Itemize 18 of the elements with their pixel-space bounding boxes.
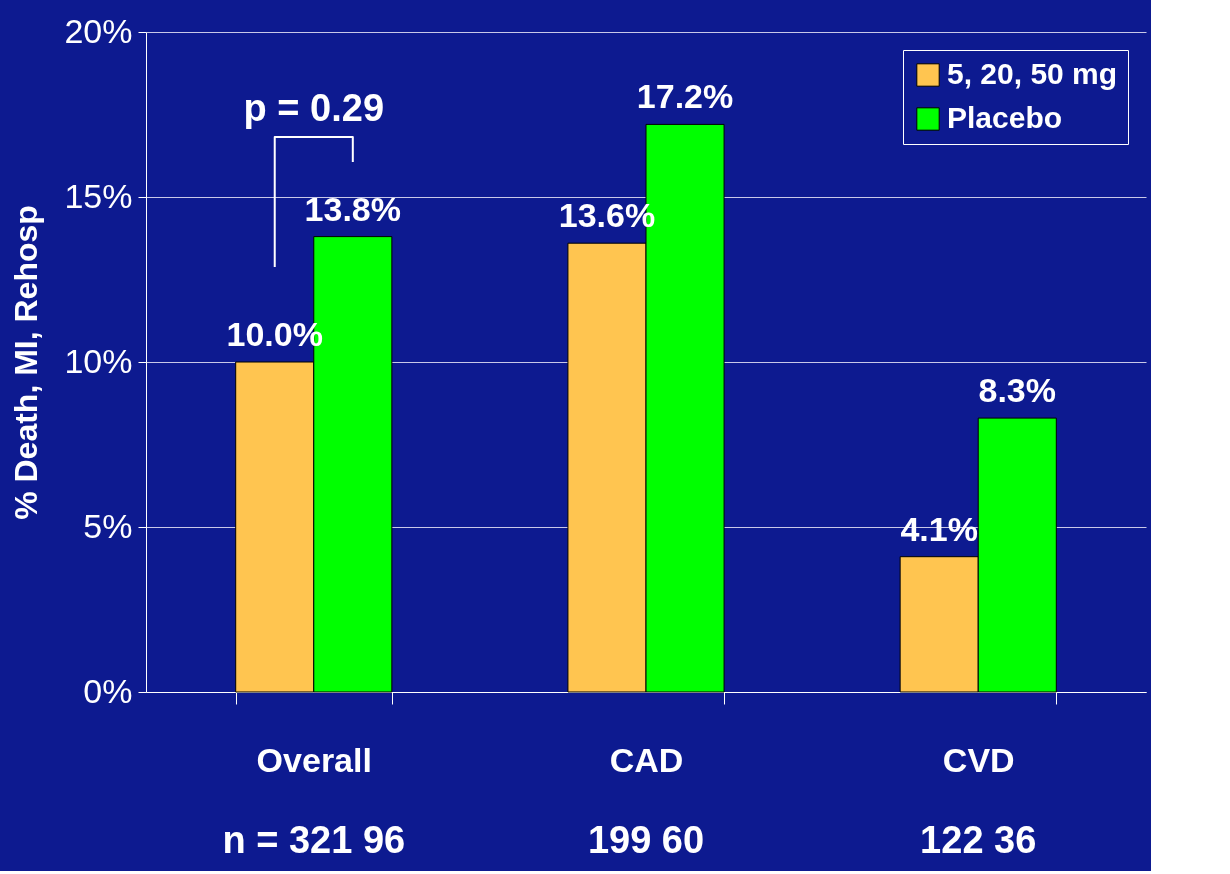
x-tick-label: CAD [609, 740, 684, 779]
text: n = 321 96 [222, 819, 406, 861]
y-tick-label: 15% [64, 176, 133, 215]
annotation: p = 0.29 [243, 87, 385, 129]
data-label: 17.2% [636, 77, 734, 116]
x-tick-label: CVD [942, 740, 1015, 779]
y-tick-label: 10% [64, 341, 133, 380]
data-label: 8.3% [978, 371, 1057, 410]
y-tick-label: 20% [64, 11, 133, 50]
legend-label: Placebo [947, 101, 1063, 134]
data-label: 13.8% [304, 189, 402, 228]
legend-label: 5, 20, 50 mg [947, 57, 1118, 90]
text: 122 36 [920, 819, 1037, 861]
y-tick-label: 0% [83, 671, 133, 710]
x-tick-label: Overall [256, 740, 372, 779]
y-axis-title: % Death, MI, Rehosp [8, 205, 45, 520]
y-tick-label: 5% [83, 506, 133, 545]
text: 199 60 [587, 819, 705, 861]
